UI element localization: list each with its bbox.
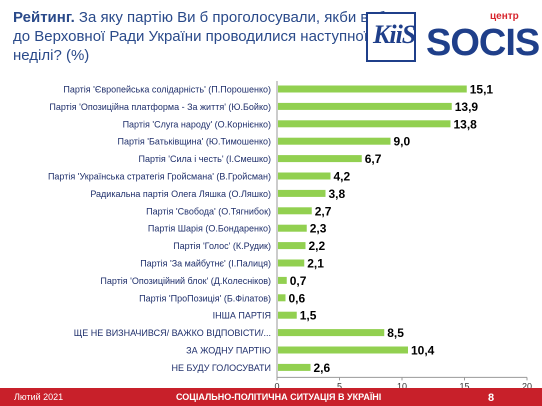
header: Рейтинг. За яку партію Ви б проголосувал… — [13, 8, 413, 65]
footer-section-title: СОЦІАЛЬНО-ПОЛІТИЧНА СИТУАЦІЯ В УКРАЇНІ — [176, 392, 382, 402]
data-value-label: 0,6 — [289, 291, 306, 305]
data-bar — [278, 329, 385, 337]
data-value-label: 0,7 — [290, 274, 307, 288]
logo-area: KiiS центр SOCIS — [366, 10, 540, 66]
data-value-label: 2,7 — [315, 204, 332, 218]
data-value-label: 4,2 — [334, 170, 351, 184]
category-label: Партія 'Українська стратегія Гройсмана' … — [48, 172, 271, 182]
data-bar — [278, 311, 297, 319]
kiis-logo: KiiS — [366, 12, 416, 62]
data-value-label: 3,8 — [329, 187, 346, 201]
data-value-label: 9,0 — [394, 135, 411, 149]
category-label: НЕ БУДУ ГОЛОСУВАТИ — [172, 363, 272, 373]
data-value-label: 2,2 — [309, 239, 326, 253]
category-label: Партія 'Опозиційний блок' (Д.Колесніков) — [100, 276, 271, 286]
footer-date: Лютий 2021 — [14, 392, 64, 402]
chart-title: Рейтинг. За яку партію Ви б проголосувал… — [13, 8, 413, 65]
category-label: Партія Шарія (О.Бондаренко) — [148, 224, 271, 234]
data-bar — [278, 363, 311, 371]
data-value-label: 15,1 — [470, 83, 494, 97]
data-bar — [278, 85, 467, 93]
data-value-label: 8,5 — [387, 326, 404, 340]
footer-bar: Лютий 2021 СОЦІАЛЬНО-ПОЛІТИЧНА СИТУАЦІЯ … — [0, 388, 542, 406]
data-value-label: 1,5 — [300, 309, 317, 323]
category-label: Партія 'Опозиційна платформа - За життя'… — [49, 102, 271, 112]
data-bar — [278, 242, 306, 250]
data-value-label: 2,1 — [307, 257, 324, 271]
category-label: ІНША ПАРТІЯ — [213, 311, 271, 321]
data-value-label: 2,6 — [314, 361, 331, 375]
category-label: Партія 'Сила і честь' (І.Смешко) — [139, 154, 271, 164]
title-rest: За яку партію Ви б проголосували, якби в… — [13, 9, 411, 64]
data-bar — [278, 259, 305, 267]
data-value-label: 13,9 — [455, 100, 479, 114]
category-label: Партія 'Свобода' (О.Тягнибок) — [146, 206, 271, 216]
x-tick-label: 20 — [522, 381, 532, 388]
data-bar — [278, 346, 408, 354]
data-bar — [278, 276, 287, 284]
category-label: Партія 'За майбутнє' (І.Палиця) — [140, 259, 271, 269]
kiis-logo-text: KiiS — [373, 20, 416, 49]
category-label: Радикальна партія Олега Ляшка (О.Ляшко) — [90, 189, 271, 199]
bar-chart: Партія 'Європейська солідарність' (П.Пор… — [48, 81, 532, 388]
data-bar — [278, 207, 312, 215]
data-bar — [278, 120, 451, 128]
x-tick-label: 15 — [459, 381, 469, 388]
data-value-label: 13,8 — [454, 117, 478, 131]
socis-logo: SOCIS — [426, 22, 540, 64]
x-tick-label: 10 — [397, 381, 407, 388]
x-tick-label: 5 — [337, 381, 342, 388]
title-bold: Рейтинг. — [13, 9, 75, 26]
category-label: Партія 'ПроПозиція' (Б.Філатов) — [139, 293, 271, 303]
category-label: ЩЕ НЕ ВИЗНАЧИВСЯ/ ВАЖКО ВІДПОВІСТИ/... — [74, 328, 271, 338]
data-bar — [278, 102, 452, 110]
data-value-label: 6,7 — [365, 152, 382, 166]
page-number: 8 — [488, 392, 495, 404]
data-bar — [278, 224, 307, 232]
category-label: Партія 'Слуга народу' (О.Корнієнко) — [123, 119, 271, 129]
category-label: Партія 'Батьківщина' (Ю.Тимошенко) — [117, 137, 271, 147]
category-label: Партія 'Європейська солідарність' (П.Пор… — [63, 85, 271, 95]
x-tick-label: 0 — [274, 381, 279, 388]
socis-logo-small-text: центр — [490, 11, 519, 22]
data-bar — [278, 294, 286, 302]
data-bar — [278, 172, 331, 180]
data-bar — [278, 137, 391, 145]
data-value-label: 10,4 — [411, 344, 435, 358]
data-value-label: 2,3 — [310, 222, 327, 236]
data-bar — [278, 189, 326, 197]
category-label: Партія 'Голос' (К.Рудик) — [173, 241, 271, 251]
category-label: ЗА ЖОДНУ ПАРТІЮ — [186, 346, 271, 356]
data-bar — [278, 155, 362, 163]
